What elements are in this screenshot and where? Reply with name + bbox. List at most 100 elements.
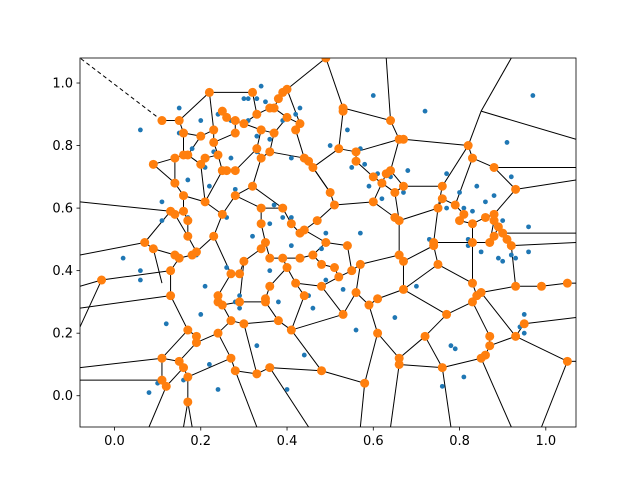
data-point <box>401 190 406 195</box>
voronoi-vertex <box>502 234 512 244</box>
voronoi-vertex <box>373 294 383 304</box>
voronoi-vertex <box>351 156 361 166</box>
voronoi-vertex <box>450 200 460 210</box>
data-point <box>495 255 501 261</box>
voronoi-edge <box>524 317 576 325</box>
data-point <box>439 383 445 389</box>
voronoi-vertex <box>394 250 404 260</box>
data-point <box>271 202 277 208</box>
voronoi-vertex <box>467 153 477 163</box>
voronoi-vertex <box>217 106 227 116</box>
voronoi-edge <box>360 254 400 265</box>
data-point <box>198 118 204 123</box>
voronoi-vertex <box>325 187 335 197</box>
voronoi-vertex <box>429 241 439 251</box>
data-point <box>327 143 333 148</box>
voronoi-edge <box>403 245 434 262</box>
voronoi-edge <box>511 242 576 247</box>
voronoi-vertex <box>420 331 430 341</box>
voronoi-vertex <box>278 203 288 213</box>
voronoi-vertex <box>97 275 107 285</box>
voronoi-vertex <box>265 147 275 157</box>
voronoi-vertex <box>157 353 167 363</box>
data-point <box>258 83 264 89</box>
data-point <box>293 111 299 117</box>
y-tick-label: 1.0 <box>52 77 73 92</box>
voronoi-vertex <box>394 353 404 363</box>
data-point <box>405 168 411 173</box>
voronoi-vertex <box>170 209 180 219</box>
voronoi-vertex <box>536 281 546 291</box>
voronoi-vertex <box>455 216 465 226</box>
voronoi-vertex <box>248 181 258 191</box>
data-point <box>146 390 152 396</box>
x-tick-label: 1.0 <box>535 434 556 449</box>
voronoi-vertex <box>286 325 296 335</box>
voronoi-vertex <box>256 219 266 229</box>
voronoi-vertex <box>286 219 296 229</box>
voronoi-edge <box>493 167 516 190</box>
data-point <box>366 183 372 189</box>
x-tick-label: 0.6 <box>363 434 384 449</box>
data-point <box>288 243 294 249</box>
data-point <box>513 255 519 261</box>
voronoi-vertex <box>377 178 387 188</box>
voronoi-edge <box>441 367 452 427</box>
voronoi-vertex <box>511 281 521 291</box>
voronoi-vertex <box>191 338 201 348</box>
voronoi-edge <box>286 58 327 90</box>
voronoi-edge <box>187 357 232 378</box>
voronoi-vertex <box>166 266 176 276</box>
data-point <box>280 215 286 220</box>
voronoi-vertex <box>489 216 499 226</box>
voronoi-vertex <box>256 153 266 163</box>
input-points <box>120 83 536 396</box>
voronoi-vertex <box>239 119 249 129</box>
voronoi-edge <box>399 207 439 222</box>
voronoi-edge <box>269 367 310 427</box>
voronoi-edge <box>399 363 443 369</box>
voronoi-edge <box>243 320 279 325</box>
voronoi-edge <box>234 148 258 171</box>
voronoi-vertex <box>265 253 275 263</box>
voronoi-vertex <box>200 197 210 207</box>
voronoi-vertex <box>480 212 490 222</box>
x-tick-label: 0.4 <box>277 434 298 449</box>
voronoi-vertex <box>170 178 180 188</box>
voronoi-vertex <box>213 291 223 301</box>
voronoi-vertex <box>489 209 499 219</box>
data-point <box>202 283 208 289</box>
data-point <box>504 140 510 145</box>
voronoi-edge <box>217 332 232 359</box>
x-axis-ticks: 0.0 0.2 0.4 0.6 0.8 1.0 <box>104 427 556 449</box>
voronoi-edge <box>325 58 344 109</box>
voronoi-edge <box>481 285 516 294</box>
data-point <box>159 218 165 224</box>
voronoi-vertex <box>459 209 469 219</box>
voronoi-edge <box>433 208 439 243</box>
voronoi-edge <box>480 358 512 427</box>
data-point <box>241 96 247 102</box>
voronoi-edge <box>144 210 171 243</box>
voronoi-vertex <box>179 128 189 138</box>
data-point <box>206 362 212 367</box>
data-point <box>198 312 204 317</box>
voronoi-vertex <box>179 191 189 201</box>
data-point <box>500 218 506 224</box>
voronoi-edge <box>441 145 469 187</box>
voronoi-edge <box>364 333 379 384</box>
voronoi-vertex <box>183 397 193 407</box>
y-tick-label: 0.8 <box>52 139 73 154</box>
x-tick-label: 0.8 <box>449 434 470 449</box>
voronoi-edge <box>437 263 473 284</box>
voronoi-vertex <box>252 144 262 154</box>
voronoi-vertex <box>355 259 365 269</box>
voronoi-vertex <box>394 216 404 226</box>
voronoi-edge <box>208 92 215 130</box>
data-point <box>323 277 329 283</box>
voronoi-vertex <box>209 125 219 135</box>
voronoi-vertex <box>282 263 292 273</box>
y-tick-label: 0.0 <box>52 389 73 404</box>
voronoi-vertex <box>256 244 266 254</box>
voronoi-edge <box>334 201 374 206</box>
